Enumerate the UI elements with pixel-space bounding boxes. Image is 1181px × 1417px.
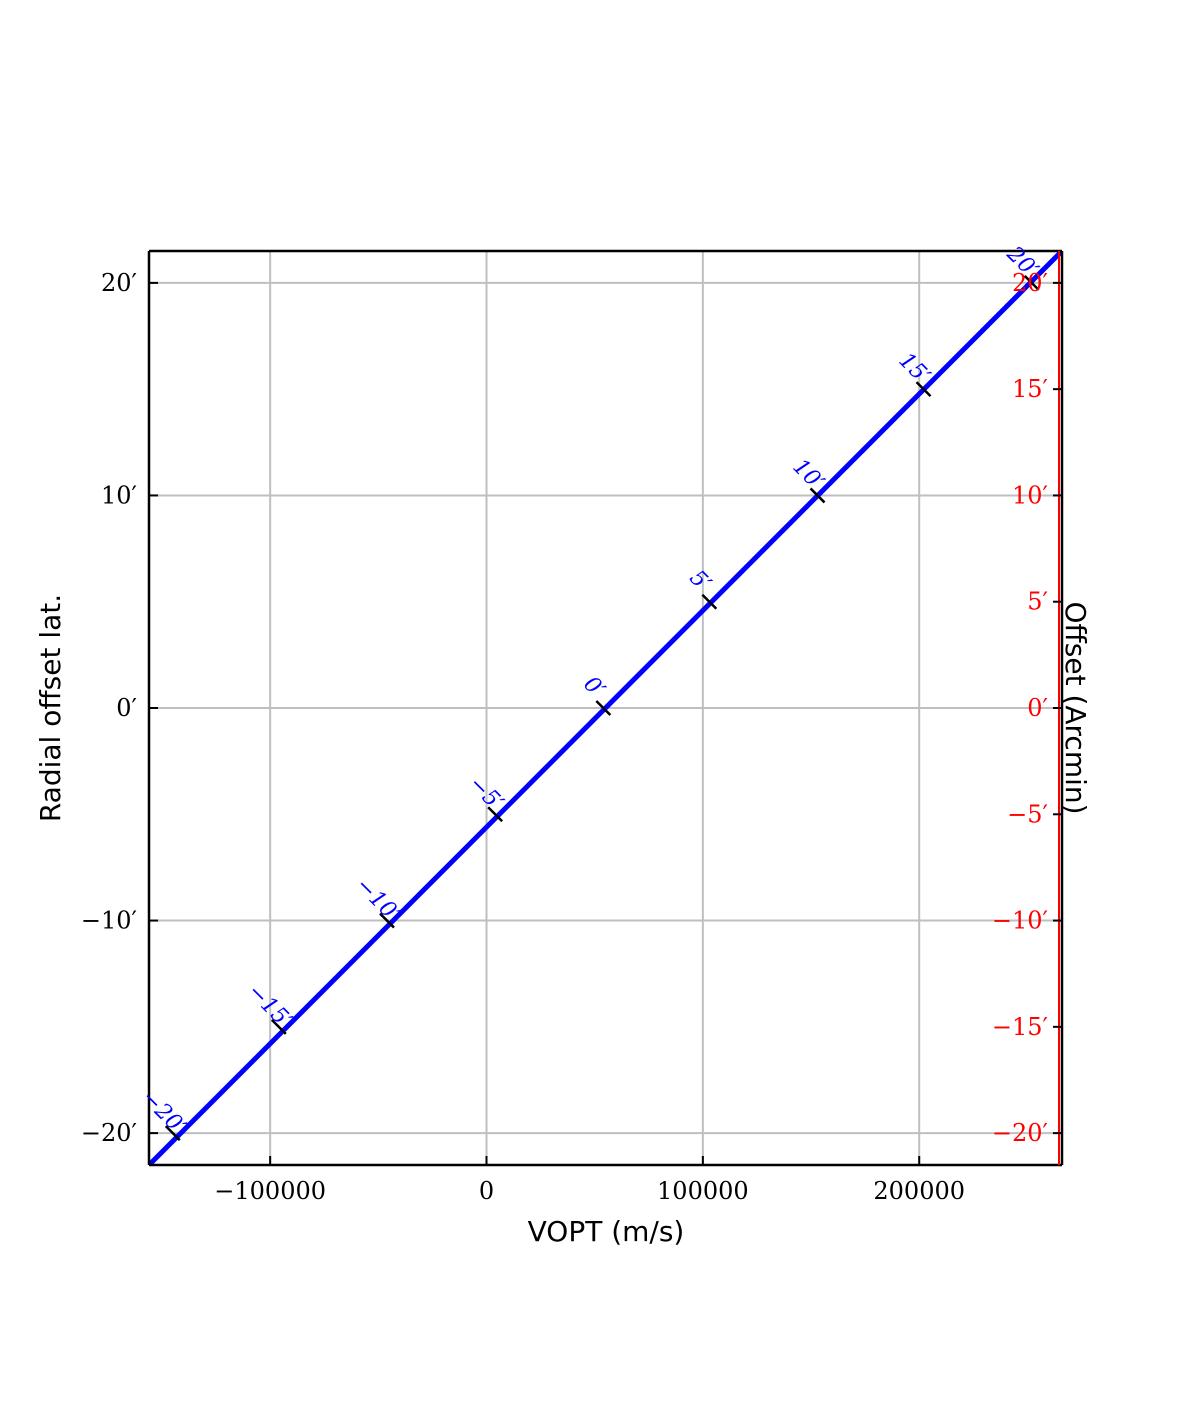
y2-tick-label: −15′ bbox=[992, 1013, 1048, 1041]
tick-layer: −20′ −15′ −10′ −5′ 0′ 5′ 10′ 15′ 20′ −100000 0 1000… bbox=[81, 241, 1062, 1205]
y2-tick-label: −20′ bbox=[992, 1119, 1048, 1147]
y-tick-label: 20′ bbox=[101, 269, 137, 297]
y-axis-label: Radial offset lat. bbox=[34, 594, 67, 822]
y2-tick-label: 0′ bbox=[1027, 694, 1048, 722]
y-tick-label: −20′ bbox=[81, 1119, 137, 1147]
y-tick-label: −10′ bbox=[81, 907, 137, 935]
x-tick-label: 100000 bbox=[657, 1177, 749, 1205]
y2-tick-label: 5′ bbox=[1027, 588, 1048, 616]
y2-tick-label: 10′ bbox=[1012, 481, 1048, 509]
y2-tick-label: −10′ bbox=[992, 907, 1048, 935]
series-layer bbox=[149, 251, 1062, 1165]
grid-lines bbox=[149, 251, 1062, 1165]
line-tick-mark bbox=[487, 806, 504, 823]
line-tick-mark bbox=[379, 912, 395, 929]
line-tick-label: 5′ bbox=[684, 566, 715, 597]
y-tick-label: 0′ bbox=[116, 694, 137, 722]
y2-tick-label: 20′ bbox=[1012, 269, 1048, 297]
line-tick-label: 0′ bbox=[578, 672, 609, 703]
plot-clip bbox=[149, 251, 1062, 1165]
x-axis-label: VOPT (m/s) bbox=[528, 1215, 685, 1248]
line-tick-mark bbox=[809, 487, 826, 504]
x-tick-label: −100000 bbox=[214, 1177, 326, 1205]
y2-tick-label: −5′ bbox=[1007, 800, 1048, 828]
line-tick-mark bbox=[701, 593, 718, 610]
line-tick-mark bbox=[595, 700, 612, 716]
y2-tick-label: 15′ bbox=[1012, 375, 1048, 403]
right-axis-label: Offset (Arcmin) bbox=[1059, 601, 1092, 814]
line-tick-mark bbox=[915, 381, 932, 398]
line-tick-mark bbox=[270, 1018, 287, 1035]
y-tick-label: 10′ bbox=[101, 481, 137, 509]
x-tick-label: 200000 bbox=[873, 1177, 965, 1205]
series-line bbox=[149, 251, 1062, 1165]
x-tick-label: 0 bbox=[479, 1177, 494, 1205]
line-tick-mark bbox=[164, 1125, 181, 1142]
line-tick-mark bbox=[1023, 274, 1040, 291]
